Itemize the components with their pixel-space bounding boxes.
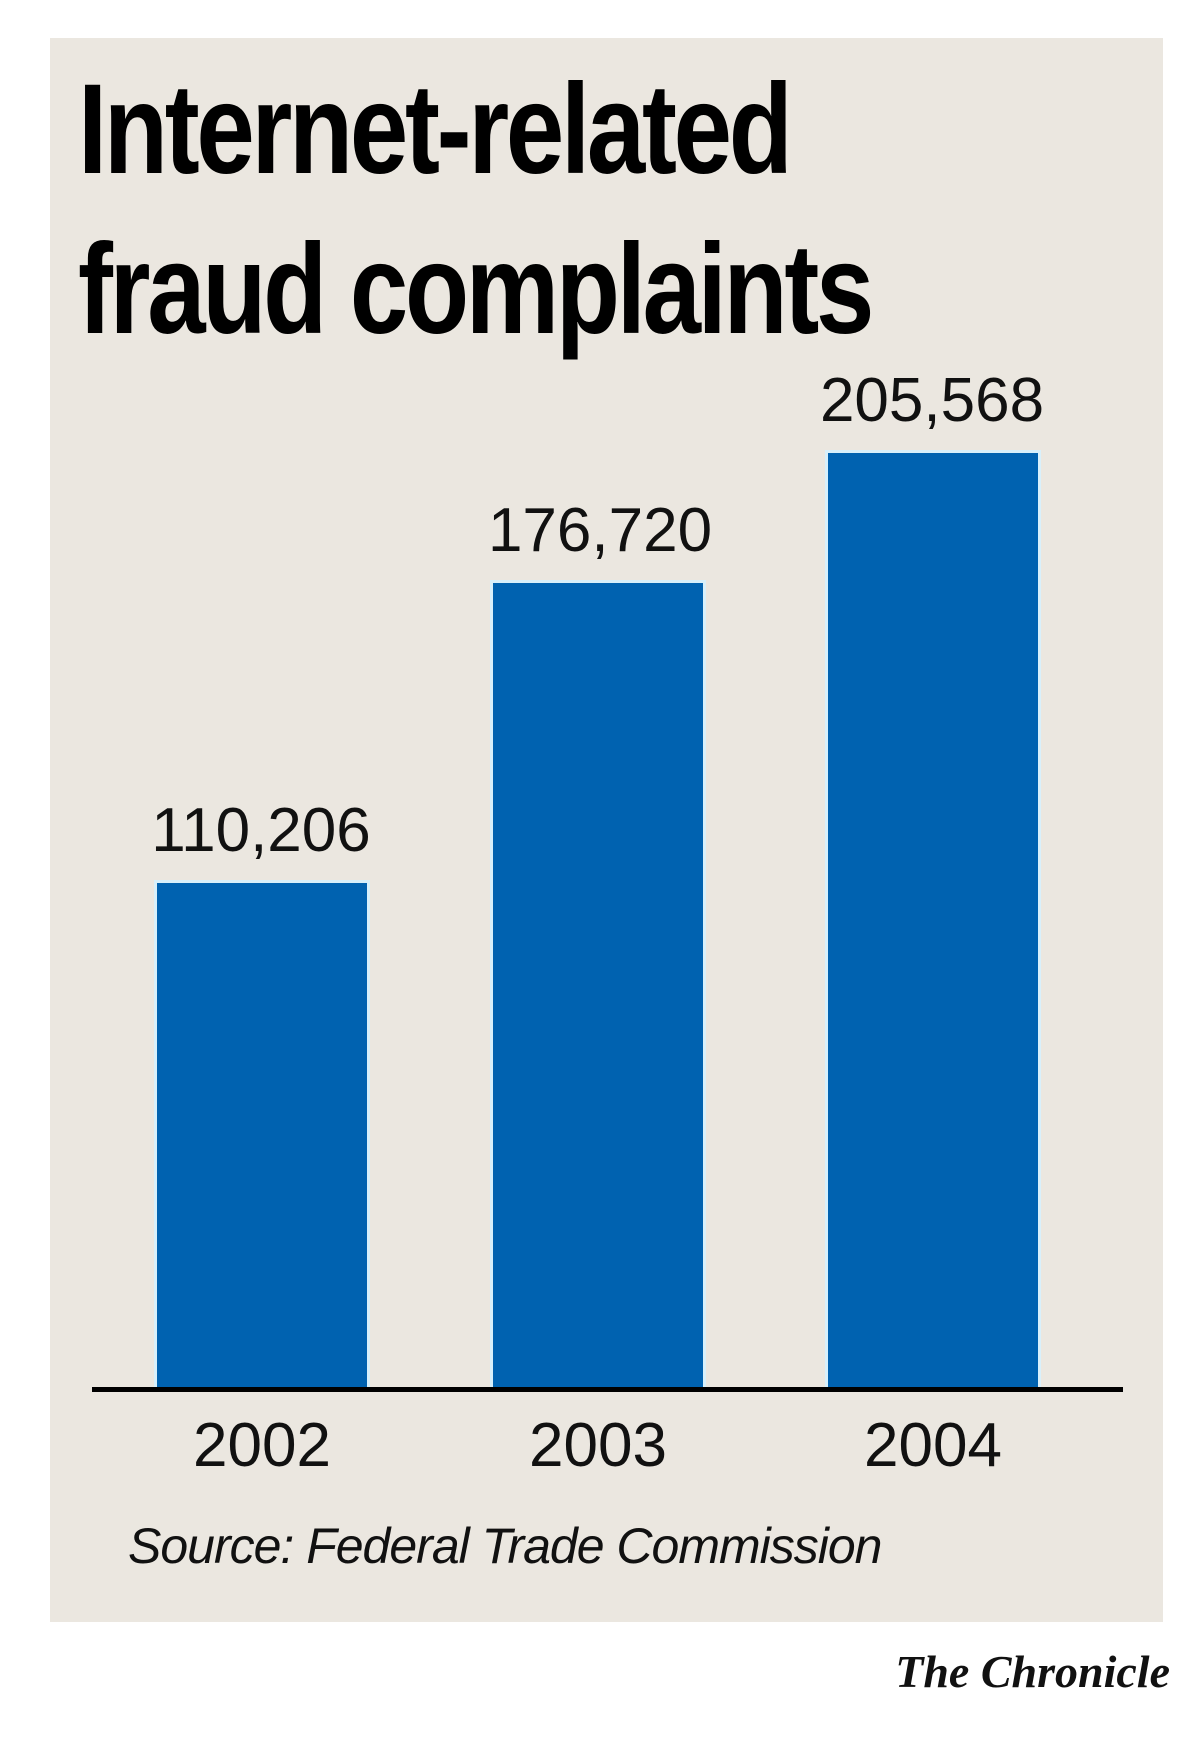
x-axis-line [92, 1387, 1123, 1392]
publisher-credit: The Chronicle [895, 1646, 1170, 1697]
x-tick-2003: 2003 [529, 1411, 667, 1480]
value-label-2004: 205,568 [819, 366, 1045, 435]
source-note: Source: Federal Trade Commission [128, 1518, 882, 1574]
title-line-1: Internet-related [78, 58, 793, 201]
title-line-2: fraud complaints [78, 218, 874, 361]
bar-2004 [828, 453, 1038, 1387]
bar-2003 [493, 583, 703, 1387]
value-label-2002: 110,206 [151, 796, 371, 865]
x-tick-2002: 2002 [193, 1411, 331, 1480]
bar-2002 [157, 883, 367, 1387]
chart-title: Internet-related fraud complaints [78, 50, 898, 370]
x-tick-2004: 2004 [864, 1411, 1002, 1480]
value-label-2003: 176,720 [487, 496, 713, 565]
